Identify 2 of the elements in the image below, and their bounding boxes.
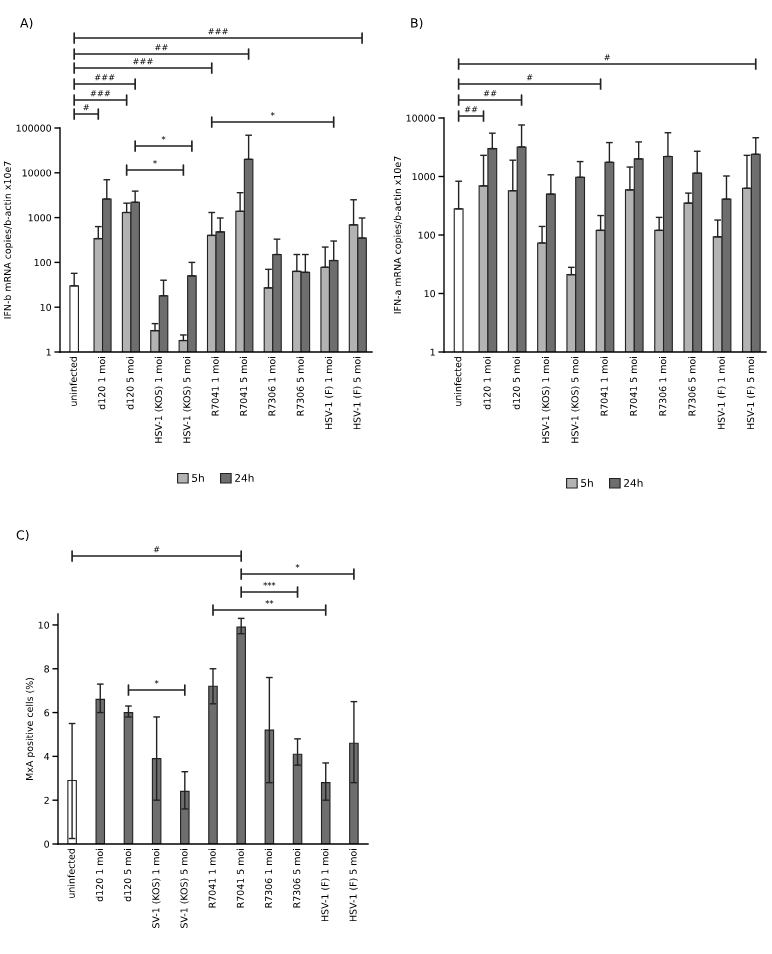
- bar: [123, 712, 134, 844]
- bar: [236, 626, 246, 844]
